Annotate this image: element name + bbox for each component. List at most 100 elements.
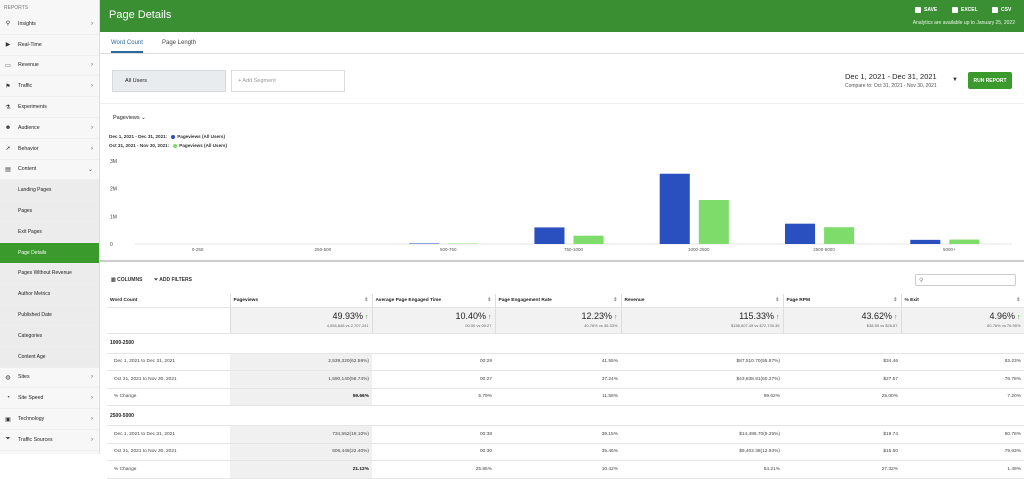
column-header[interactable]: Page Engagement Rate⇕	[495, 294, 621, 307]
sidebar-item-behavior[interactable]: ➚Behavior›	[0, 139, 99, 160]
exit-cell: 76.78%	[901, 371, 1024, 389]
sidebar-item-content-age[interactable]: Content Age	[0, 347, 99, 368]
tab-page-length[interactable]: Page Length	[162, 40, 196, 46]
y-tick-label: 2M	[110, 187, 117, 193]
sidebar-item-published-date[interactable]: Published Date	[0, 305, 99, 326]
summary-change: 115.33% ↑	[625, 311, 780, 321]
sidebar-item-real-time[interactable]: ▶Real-Time	[0, 35, 99, 56]
exit-cell: 82.23%	[901, 353, 1024, 371]
add-segment-button[interactable]: + Add Segment	[231, 70, 345, 92]
date-range[interactable]: Dec 1, 2021 - Dec 31, 2021	[845, 72, 937, 81]
sort-icon[interactable]: ⇕	[364, 297, 368, 303]
sidebar-item-label: Revenue	[18, 62, 91, 68]
engaged-time-cell: 00:27	[372, 371, 495, 389]
sidebar-item-pages[interactable]: Pages	[0, 201, 99, 222]
column-header[interactable]: % Exit⇕	[901, 294, 1024, 307]
bar-previous[interactable]	[699, 200, 729, 244]
sort-icon[interactable]: ⇕	[487, 297, 491, 303]
bar-previous[interactable]	[824, 227, 854, 244]
x-tick-label: 5000+	[943, 247, 956, 252]
excel-button[interactable]: EXCEL	[952, 7, 978, 13]
arrow-up-icon: ↑	[774, 314, 779, 321]
sidebar-item-experiments[interactable]: ⚗Experiments	[0, 97, 99, 118]
summary-cell: 43.62% ↑$38.59 vs $26.87	[783, 307, 901, 333]
rpm-cell: 27.32%	[783, 461, 901, 479]
sidebar-item-site-speed[interactable]: ◔Site Speed›	[0, 388, 99, 409]
sidebar-item-traffic[interactable]: ⚑Traffic›	[0, 76, 99, 97]
arrow-up-icon: ↑	[892, 314, 897, 321]
sidebar-item-insights[interactable]: ⚲Insights›	[0, 14, 99, 35]
search-icon: ⚲	[919, 278, 923, 284]
availability-note: Analytics are available up to January 25…	[913, 20, 1015, 26]
run-report-button[interactable]: RUN REPORT	[968, 72, 1012, 89]
column-header[interactable]: Average Page Engaged Time⇕	[372, 294, 495, 307]
add-filters-button[interactable]: ⏷ ADD FILTERS	[154, 277, 192, 283]
sidebar-item-technology[interactable]: ▣Technology›	[0, 409, 99, 430]
sidebar-item-page-details[interactable]: Page Details	[0, 243, 99, 264]
search-icon: ⚲	[4, 20, 12, 27]
bar-current[interactable]	[910, 240, 940, 244]
sidebar-item-author-metrics[interactable]: Author Metrics	[0, 284, 99, 305]
sidebar-item-audience[interactable]: ☻Audience›	[0, 118, 99, 139]
columns-button[interactable]: ▥ COLUMNS	[111, 277, 142, 283]
csv-icon	[992, 7, 998, 13]
sidebar-item-traffic-sources[interactable]: ⏷Traffic Sources›	[0, 430, 99, 451]
bar-current[interactable]	[660, 174, 690, 244]
bar-current[interactable]	[785, 224, 815, 244]
exit-cell: 79.63%	[901, 443, 1024, 461]
sidebar-item-label: Traffic Sources	[18, 437, 91, 443]
table-search-input[interactable]: ⚲	[915, 274, 1016, 286]
sidebar-item-content[interactable]: ▤Content⌄	[0, 160, 99, 181]
revenue-cell: $87,510.70(55.87%)	[621, 353, 783, 371]
bar-current[interactable]	[534, 227, 564, 244]
column-header-label: Page RPM	[787, 298, 810, 303]
sidebar-item-revenue[interactable]: ▭Revenue›	[0, 56, 99, 77]
column-header[interactable]: Word Count	[107, 294, 230, 307]
pageviews-cell: 59.66%	[230, 388, 372, 406]
save-button[interactable]: SAVE	[915, 7, 937, 13]
bar-previous[interactable]	[949, 240, 979, 244]
rpm-cell: 25.00%	[783, 388, 901, 406]
segment-all-users[interactable]: All Users	[112, 70, 226, 92]
tech-icon: ▣	[4, 416, 12, 423]
engagement-rate-cell: 39.15%	[495, 426, 621, 444]
bar-previous[interactable]	[574, 236, 604, 244]
arrow-up-icon: ↑	[486, 314, 491, 321]
sort-icon[interactable]: ⇕	[1016, 297, 1020, 303]
save-icon	[915, 7, 921, 13]
sort-icon[interactable]: ⇕	[893, 297, 897, 303]
sidebar-item-label: Experiments	[18, 104, 93, 110]
sidebar-item-exit-pages[interactable]: Exit Pages	[0, 222, 99, 243]
sidebar: REPORTS ⚲Insights›▶Real-Time▭Revenue›⚑Tr…	[0, 0, 100, 454]
chevron-right-icon: ›	[91, 374, 93, 380]
column-header[interactable]: Page RPM ⇕	[783, 294, 901, 307]
bar-current[interactable]	[409, 243, 439, 244]
chevron-right-icon: ›	[91, 395, 93, 401]
summary-compare: 80.76% vs 76.95%	[905, 323, 1021, 328]
exit-cell: 1.49%	[901, 461, 1024, 479]
csv-button[interactable]: CSV	[992, 7, 1011, 13]
column-header[interactable]: Pageviews⇕	[230, 294, 372, 307]
pageviews-cell: 606,448(22.40%)	[230, 443, 372, 461]
summary-change: 4.96% ↑	[905, 311, 1021, 321]
engagement-rate-cell: 10.42%	[495, 461, 621, 479]
sidebar-item-sites[interactable]: ◍Sites›	[0, 368, 99, 389]
sort-icon[interactable]: ⇕	[613, 297, 617, 303]
sidebar-item-pages-without-revenue[interactable]: Pages Without Revenue	[0, 264, 99, 285]
column-header[interactable]: Revenue⇕	[621, 294, 783, 307]
sidebar-item-landing-pages[interactable]: Landing Pages	[0, 180, 99, 201]
tab-word-count[interactable]: Word Count	[111, 40, 143, 53]
date-dropdown-icon[interactable]: ▼	[952, 77, 958, 83]
sidebar-item-label: Categories	[18, 333, 93, 339]
x-tick-label: 250-500	[315, 247, 332, 252]
sidebar-item-categories[interactable]: Categories	[0, 326, 99, 347]
sort-icon[interactable]: ⇕	[775, 297, 779, 303]
engaged-time-cell: 00:29	[372, 353, 495, 371]
summary-compare: $156,607.49 vs $72,739.39	[625, 323, 780, 328]
sidebar-item-label: Site Speed	[18, 395, 91, 401]
